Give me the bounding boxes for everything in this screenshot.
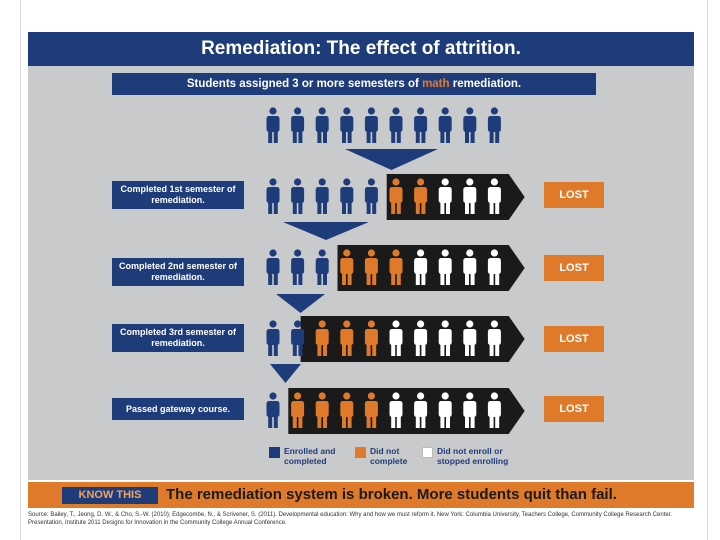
student-figure [364,249,378,285]
student-figure [315,178,329,214]
student-figure-initial [291,107,305,143]
student-figure [414,249,428,285]
student-figure [291,392,305,428]
student-figure [438,178,452,214]
student-figure-initial [463,107,477,143]
student-figure [364,178,378,214]
lost-badge-1: LOST [544,182,604,208]
student-figure-initial [389,107,403,143]
student-figure [389,320,403,356]
student-figure [364,320,378,356]
legend-item-not-enroll: Did not enroll or stopped enrolling [422,446,527,466]
student-figure [266,320,280,356]
student-figure [438,320,452,356]
student-figure-initial [364,107,378,143]
student-figure [487,249,501,285]
student-figure [438,392,452,428]
student-figure [315,320,329,356]
legend-label-enrolled: Enrolled and completed [284,446,336,466]
funnel-arrow-2 [283,222,369,240]
legend-swatch-enrolled [269,447,280,458]
legend-label-not-complete: Did not complete [370,446,408,466]
student-figure [414,320,428,356]
legend-item-enrolled: Enrolled and completed [269,446,346,466]
student-figure [389,178,403,214]
student-figure [291,320,305,356]
student-figure [340,178,354,214]
subtitle-highlight: math [422,78,450,90]
student-figure [340,320,354,356]
know-this-label: KNOW THIS [62,487,158,504]
student-figure-initial [340,107,354,143]
legend-swatch-not-enroll [422,447,433,458]
student-figure [315,392,329,428]
lost-badge-3: LOST [544,326,604,352]
student-figure [340,249,354,285]
student-figure [414,178,428,214]
lost-band-1 [386,174,525,220]
lost-band-2 [337,245,525,291]
legend-swatch-not-complete [355,447,366,458]
row-label-1: Completed 1st semester of remediation. [112,181,244,209]
student-figure [266,249,280,285]
student-figure [487,320,501,356]
subtitle-suffix: remediation. [449,78,522,90]
student-figure [463,392,477,428]
student-figure [364,392,378,428]
student-figure [266,178,280,214]
source-citation: Source: Bailey, T., Jeong, D. W., & Cho,… [28,512,673,526]
student-figure [463,178,477,214]
student-figure [438,249,452,285]
funnel-arrow-1 [345,149,438,170]
student-figure [487,392,501,428]
row-label-4: Passed gateway course. [112,398,244,420]
student-figure [291,249,305,285]
student-figure-initial [315,107,329,143]
subtitle-prefix: Students assigned 3 or more semesters of [186,78,423,90]
student-figure-initial [414,107,428,143]
student-figure-initial [487,107,501,143]
row-label-2: Completed 2nd semester of remediation. [112,258,244,286]
student-figure-initial [266,107,280,143]
student-figure [463,249,477,285]
legend-label-not-enroll: Did not enroll or stopped enrolling [437,446,509,466]
slide-title: Remediation: The effect of attrition. [28,32,694,66]
student-figure [487,178,501,214]
student-figure [291,178,305,214]
student-figure [389,392,403,428]
student-figure [389,249,403,285]
student-figure [463,320,477,356]
slide-subtitle: Students assigned 3 or more semesters of… [112,73,596,95]
student-figure-initial [438,107,452,143]
student-figure [315,249,329,285]
row-label-3: Completed 3rd semester of remediation. [112,324,244,352]
funnel-arrow-4 [270,364,301,383]
student-figure [340,392,354,428]
funnel-arrow-3 [276,294,325,313]
student-figure [414,392,428,428]
bottom-tagline: The remediation system is broken. More s… [166,486,617,503]
legend-item-not-complete: Did not complete [355,446,422,466]
lost-badge-2: LOST [544,255,604,281]
student-figure [266,392,280,428]
lost-badge-4: LOST [544,396,604,422]
